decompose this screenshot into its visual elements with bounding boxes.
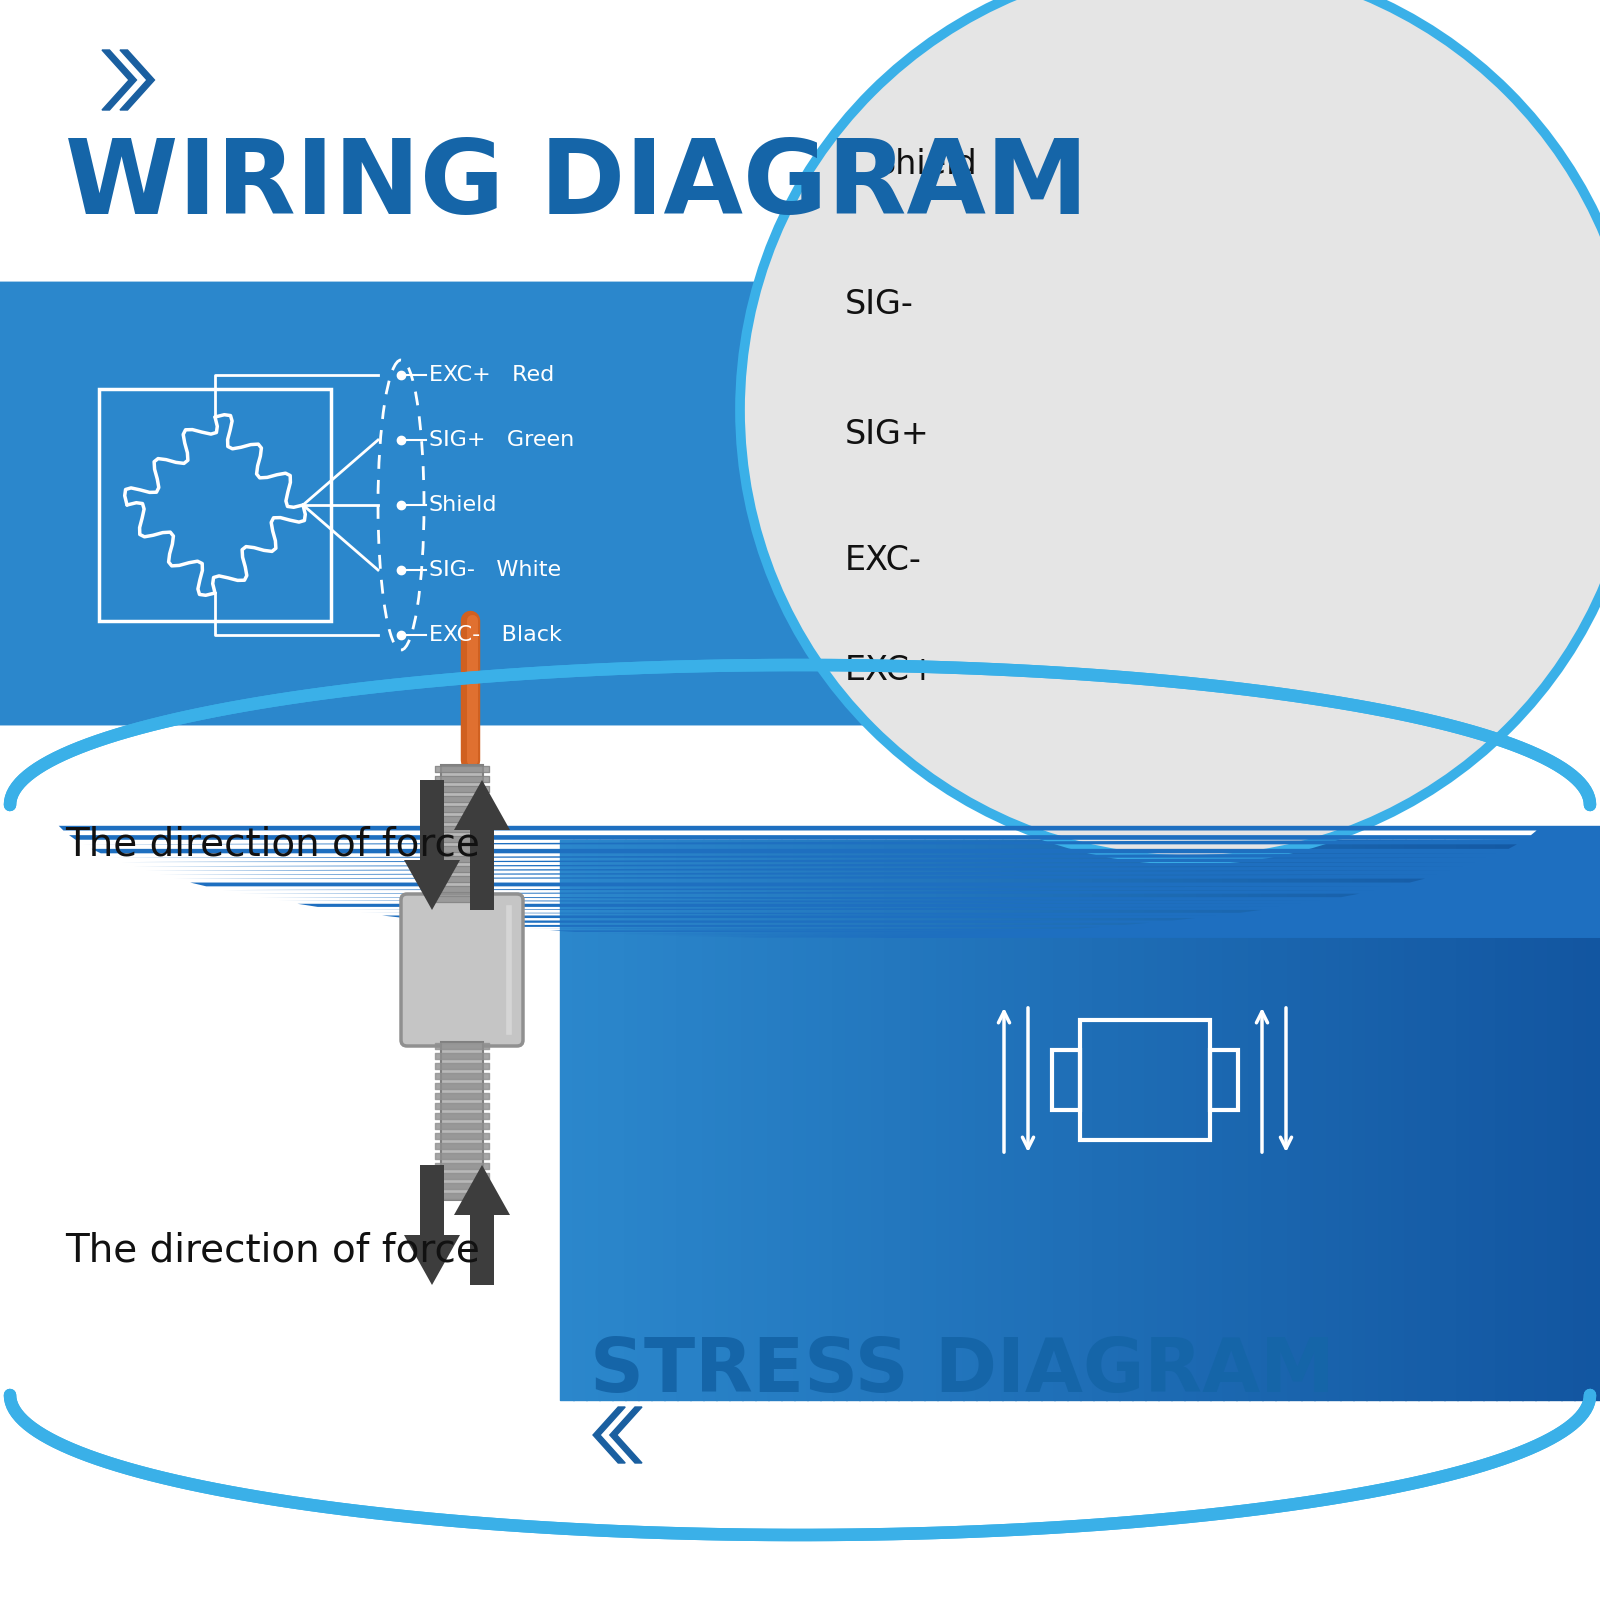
Polygon shape [594, 1406, 626, 1462]
Polygon shape [120, 50, 155, 110]
Text: SIG+: SIG+ [845, 419, 930, 451]
Polygon shape [403, 1235, 461, 1285]
FancyBboxPatch shape [442, 1042, 483, 1200]
Text: EXC+   Red: EXC+ Red [429, 365, 554, 386]
Polygon shape [102, 50, 136, 110]
Text: WIRING DIAGRAM: WIRING DIAGRAM [66, 134, 1088, 235]
Polygon shape [59, 826, 1600, 938]
FancyBboxPatch shape [442, 765, 483, 899]
Text: SIG-: SIG- [845, 288, 914, 322]
Text: EXC-: EXC- [845, 544, 922, 576]
Text: EXC+: EXC+ [845, 653, 938, 686]
Polygon shape [419, 1165, 445, 1235]
Polygon shape [403, 861, 461, 910]
Text: STRESS DIAGRAM: STRESS DIAGRAM [590, 1334, 1334, 1408]
Polygon shape [470, 830, 494, 910]
Polygon shape [0, 282, 869, 725]
FancyBboxPatch shape [402, 894, 523, 1046]
Polygon shape [470, 1214, 494, 1285]
Polygon shape [454, 1165, 510, 1214]
Text: Shield: Shield [875, 149, 978, 181]
Text: The direction of force: The direction of force [66, 1230, 480, 1269]
Text: Shield: Shield [429, 494, 498, 515]
Polygon shape [610, 1406, 642, 1462]
Text: SIG+   Green: SIG+ Green [429, 430, 574, 450]
Polygon shape [454, 781, 510, 830]
Circle shape [739, 0, 1600, 861]
Text: SIG-   White: SIG- White [429, 560, 562, 579]
Text: The direction of force: The direction of force [66, 826, 480, 864]
Text: EXC-   Black: EXC- Black [429, 626, 562, 645]
Polygon shape [419, 781, 445, 861]
